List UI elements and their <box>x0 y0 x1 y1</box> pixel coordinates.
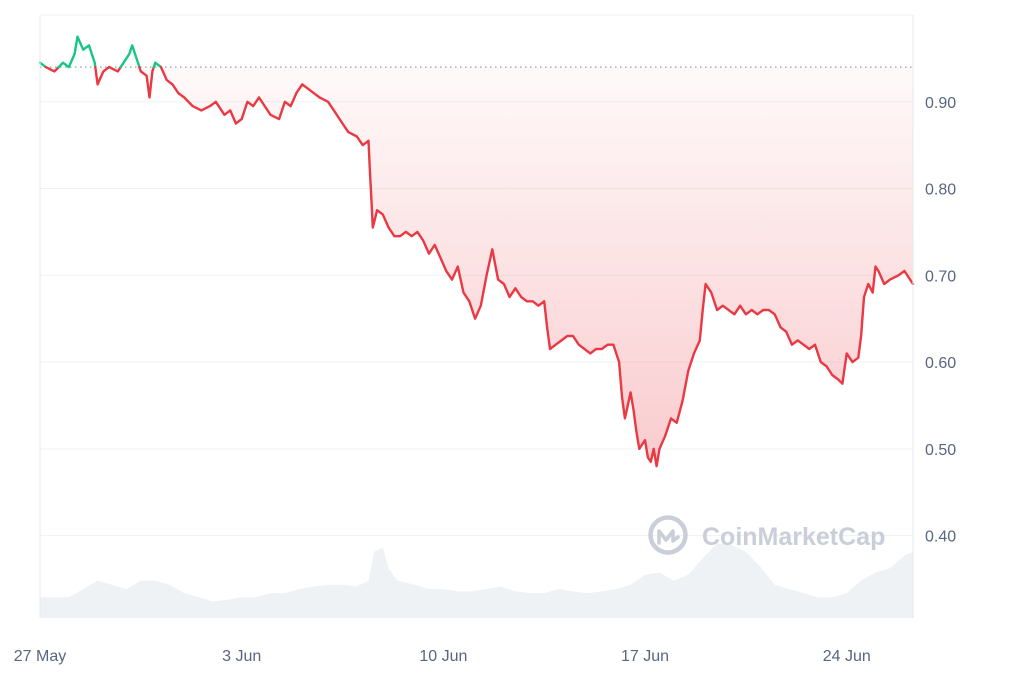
watermark: CoinMarketCap <box>648 515 885 555</box>
price-line-down-segment <box>107 65 122 73</box>
price-line-layer <box>38 35 915 468</box>
x-tick-label: 3 Jun <box>222 648 261 665</box>
price-line-up-segment <box>152 61 163 69</box>
x-tick-label: 17 Jun <box>621 648 669 665</box>
watermark-text: CoinMarketCap <box>702 523 885 551</box>
volume-layer <box>40 543 913 618</box>
price-fill-below <box>40 67 913 467</box>
price-line-up-segment <box>57 35 97 69</box>
y-tick-label: 0.80 <box>925 182 956 199</box>
y-tick-label: 0.40 <box>925 529 956 546</box>
x-tick-label: 24 Jun <box>823 648 871 665</box>
price-line-down-segment <box>94 65 111 86</box>
price-line-down-segment <box>44 65 60 73</box>
price-line-down-segment <box>138 65 155 99</box>
price-fill-layer <box>40 67 913 467</box>
y-tick-label: 0.50 <box>925 442 956 459</box>
y-tick-label: 0.70 <box>925 268 956 285</box>
x-axis: 27 May 3 Jun 10 Jun 17 Jun 24 Jun <box>14 648 871 665</box>
x-tick-label: 10 Jun <box>419 648 467 665</box>
price-line-down-segment <box>159 65 915 468</box>
price-line-up-segment <box>119 44 141 69</box>
coinmarketcap-logo-icon <box>648 515 688 555</box>
price-line-up-segment <box>38 61 47 69</box>
volume-area <box>40 543 913 618</box>
y-axis: 0.40 0.50 0.60 0.70 0.80 0.90 <box>925 95 956 546</box>
y-tick-label: 0.90 <box>925 95 956 112</box>
x-tick-label: 27 May <box>14 648 66 665</box>
y-tick-label: 0.60 <box>925 355 956 372</box>
